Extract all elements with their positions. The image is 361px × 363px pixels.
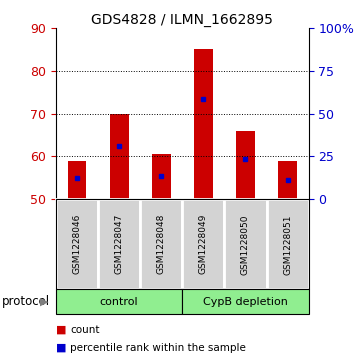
Text: ▶: ▶ bbox=[40, 297, 48, 307]
Text: protocol: protocol bbox=[2, 295, 50, 308]
Text: control: control bbox=[100, 297, 138, 307]
Bar bbox=[278, 161, 297, 199]
Text: ■: ■ bbox=[56, 343, 66, 353]
Bar bbox=[110, 114, 129, 199]
Bar bbox=[98, 199, 140, 289]
Text: CypB depletion: CypB depletion bbox=[203, 297, 288, 307]
Text: GSM1228047: GSM1228047 bbox=[115, 214, 123, 274]
Bar bbox=[182, 289, 309, 314]
Text: ■: ■ bbox=[56, 325, 66, 335]
Bar bbox=[236, 131, 255, 199]
Bar bbox=[56, 199, 98, 289]
Title: GDS4828 / ILMN_1662895: GDS4828 / ILMN_1662895 bbox=[91, 13, 273, 27]
Bar bbox=[225, 199, 266, 289]
Text: percentile rank within the sample: percentile rank within the sample bbox=[70, 343, 246, 353]
Bar bbox=[266, 199, 309, 289]
Text: GSM1228046: GSM1228046 bbox=[73, 214, 82, 274]
Bar bbox=[68, 161, 87, 199]
Bar bbox=[56, 289, 182, 314]
Text: GSM1228048: GSM1228048 bbox=[157, 214, 166, 274]
Bar bbox=[152, 154, 171, 199]
Bar bbox=[194, 49, 213, 199]
Text: GSM1228050: GSM1228050 bbox=[241, 214, 250, 274]
Text: GSM1228051: GSM1228051 bbox=[283, 214, 292, 274]
Bar bbox=[182, 199, 225, 289]
Text: count: count bbox=[70, 325, 100, 335]
Bar bbox=[140, 199, 182, 289]
Text: GSM1228049: GSM1228049 bbox=[199, 214, 208, 274]
